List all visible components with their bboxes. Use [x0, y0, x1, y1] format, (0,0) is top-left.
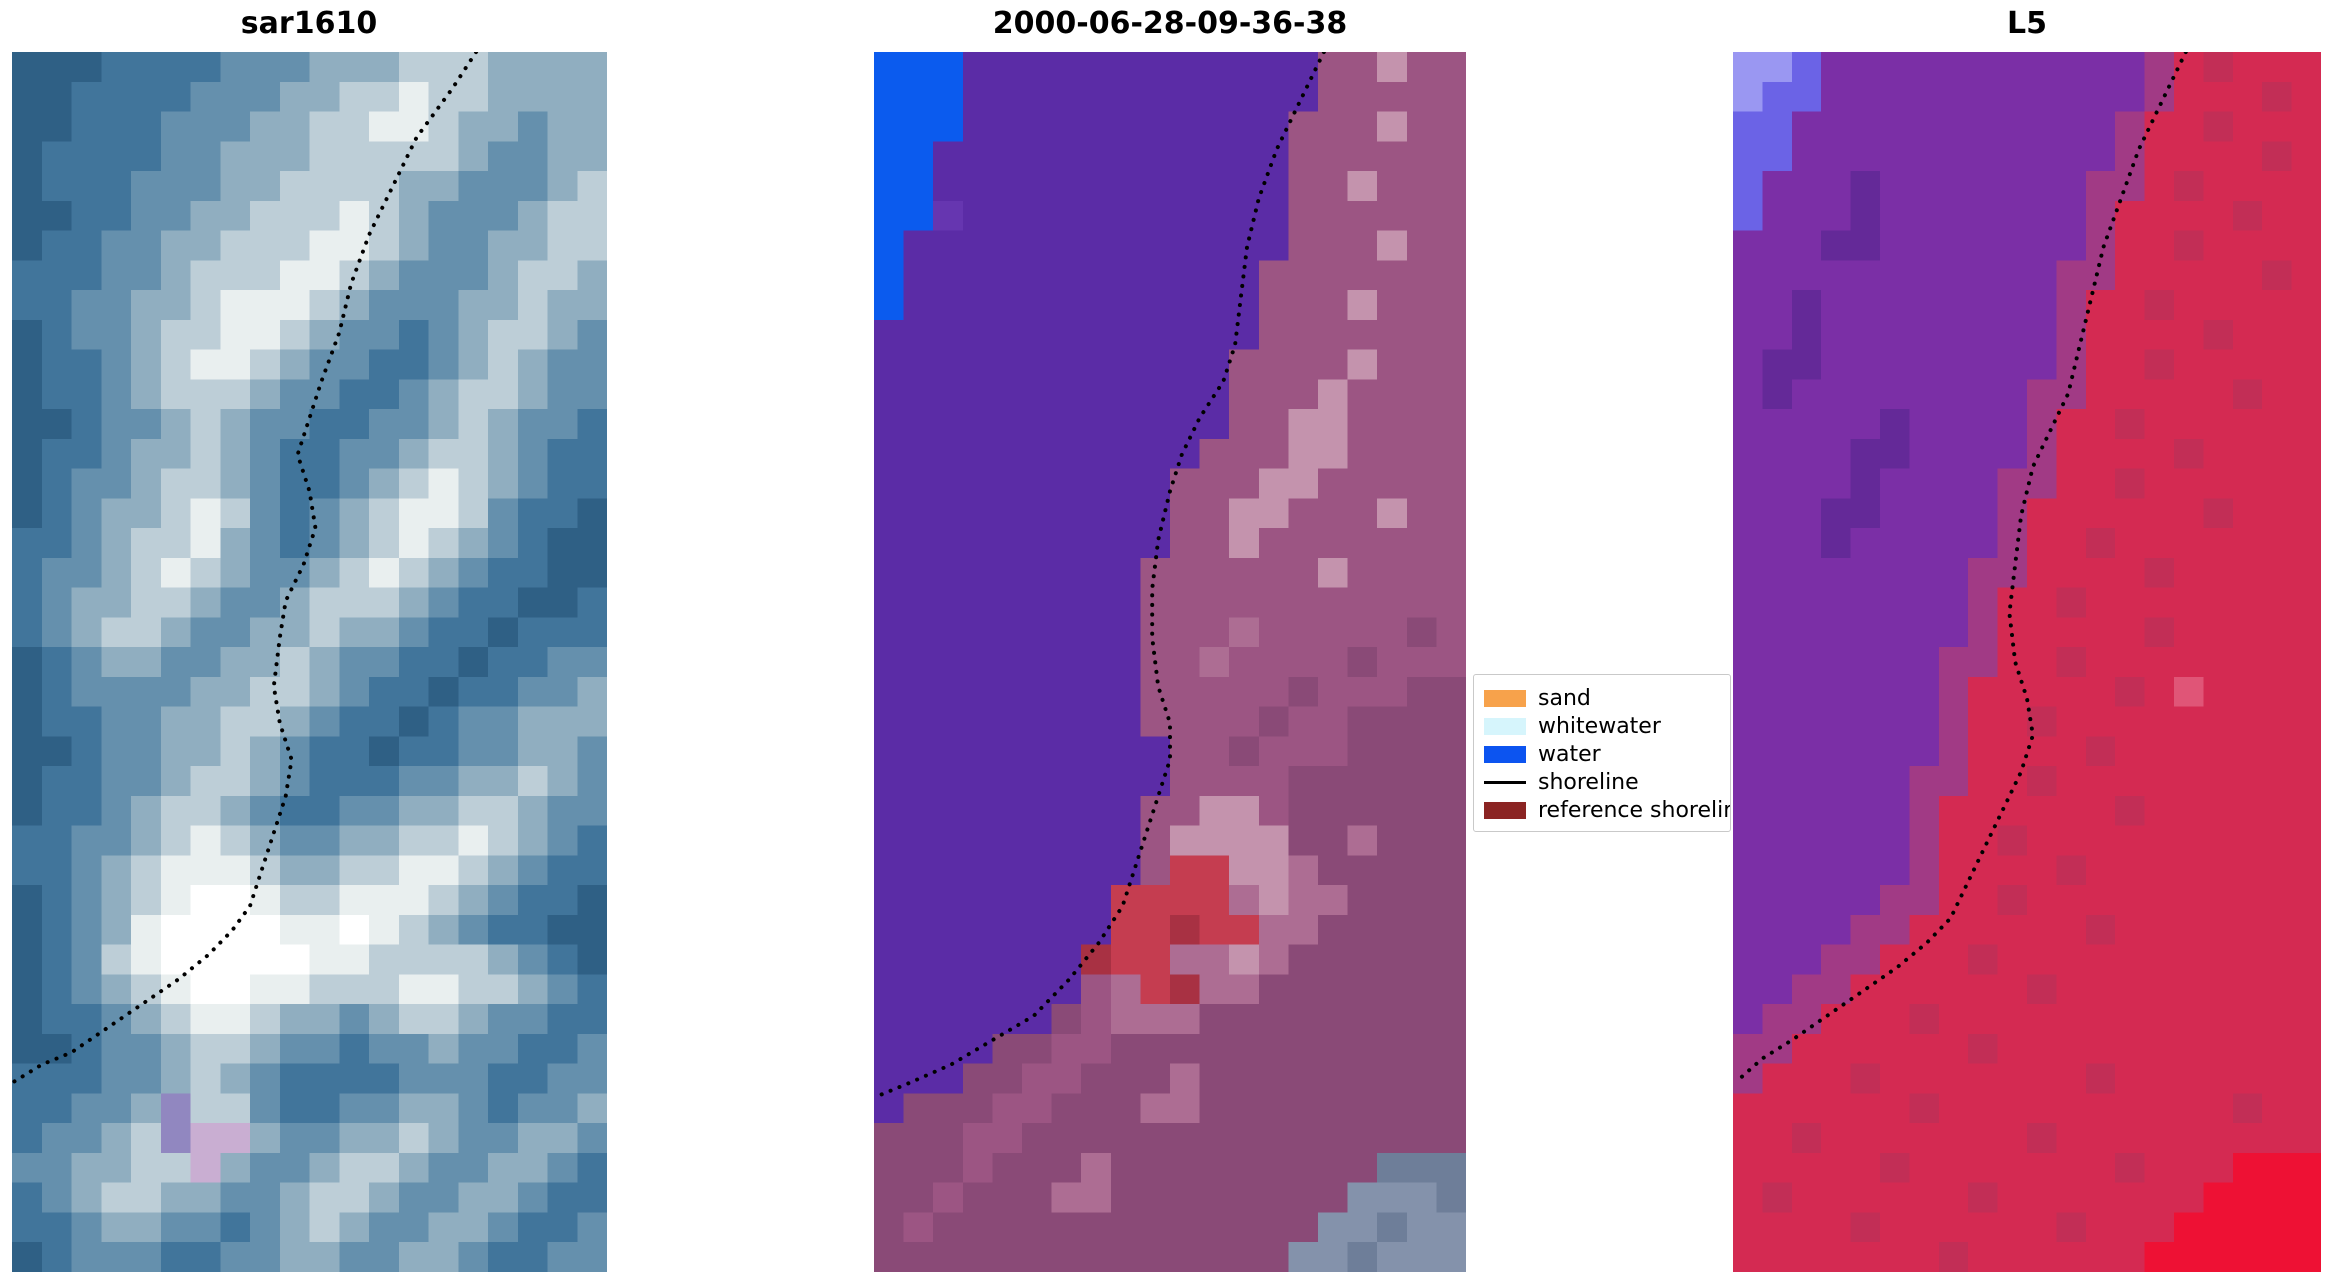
- whitewater-color-swatch: [1484, 717, 1526, 735]
- shoreline-line-swatch: [1484, 780, 1526, 784]
- sar-image-panel: [12, 52, 607, 1272]
- reference-shoreline-color-swatch: [1484, 801, 1526, 819]
- detected-shoreline-dots: [1739, 52, 2188, 1079]
- detected-shoreline-dots: [12, 52, 479, 1085]
- legend-label-shoreline: shoreline: [1538, 769, 1639, 795]
- shoreline-overlay: [1739, 52, 2188, 1079]
- panel-title-date: 2000-06-28-09-36-38: [992, 6, 1348, 41]
- sand-color-swatch: [1484, 689, 1526, 707]
- water-color-swatch: [1484, 745, 1526, 763]
- classified-satellite-image: [874, 52, 1466, 1272]
- legend-item-shoreline: shoreline: [1484, 768, 1730, 796]
- l5-image-panel: [1733, 52, 2321, 1272]
- panel-title-l5: L5: [2007, 6, 2047, 41]
- legend-box: sand whitewater water shoreline referenc…: [1473, 674, 1731, 832]
- shoreline-overlay: [877, 52, 1326, 1098]
- detected-shoreline-dots: [877, 52, 1326, 1098]
- legend-item-sand: sand: [1484, 684, 1730, 712]
- panel-title-sar1610: sar1610: [240, 6, 378, 41]
- legend-item-whitewater: whitewater: [1484, 712, 1730, 740]
- legend-label-reference-shoreline: reference shoreline: [1538, 797, 1731, 823]
- legend-label-whitewater: whitewater: [1538, 713, 1661, 739]
- shoreline-overlay: [12, 52, 479, 1085]
- l5-satellite-image: [1733, 52, 2321, 1272]
- legend-item-reference-shoreline: reference shoreline: [1484, 796, 1730, 824]
- legend-label-water: water: [1538, 741, 1601, 767]
- legend-label-sand: sand: [1538, 685, 1591, 711]
- sar-satellite-image: [12, 52, 607, 1272]
- classified-image-panel: [874, 52, 1466, 1272]
- legend-item-water: water: [1484, 740, 1730, 768]
